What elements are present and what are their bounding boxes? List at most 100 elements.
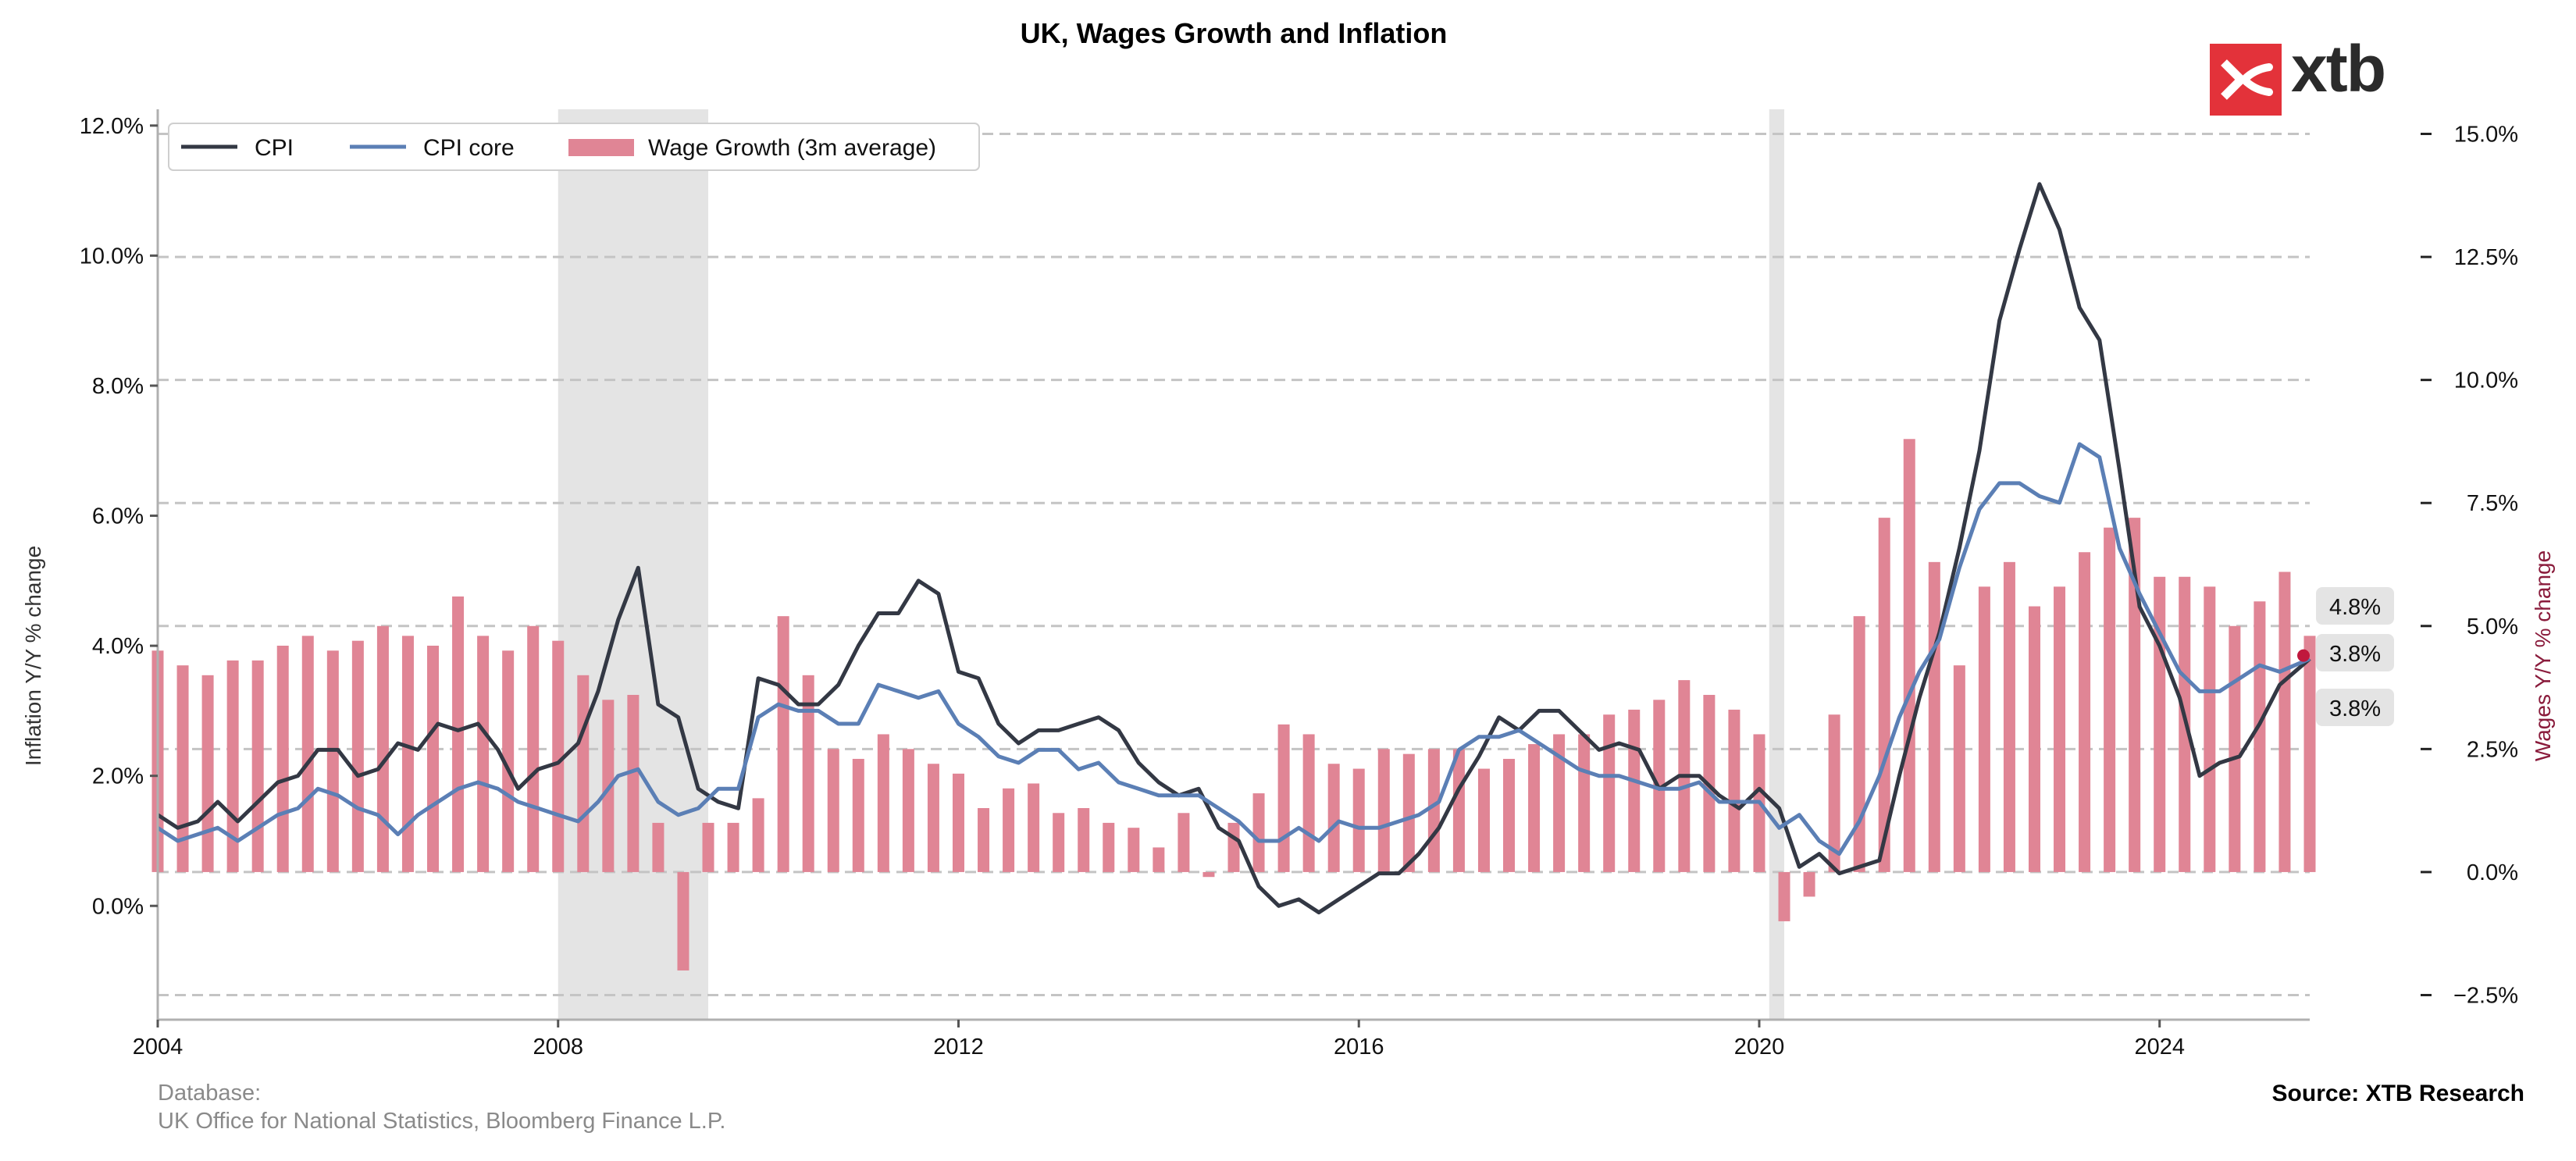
y2-tick-label: 2.5% bbox=[2467, 737, 2518, 762]
wage-bar bbox=[827, 749, 839, 872]
wage-bar bbox=[2104, 527, 2116, 872]
gridlines bbox=[158, 133, 2310, 996]
wage-bar bbox=[1377, 749, 1390, 872]
wage-bar bbox=[777, 616, 789, 872]
wage-bars bbox=[151, 439, 2316, 970]
recession-band bbox=[1769, 109, 1785, 1020]
legend-label: CPI bbox=[255, 135, 294, 161]
wage-bar bbox=[201, 675, 214, 872]
wage-bar bbox=[1928, 561, 1940, 872]
wage-bar bbox=[1427, 749, 1440, 872]
wage-bar bbox=[1778, 871, 1790, 921]
x-icon bbox=[2221, 59, 2273, 100]
y2-tick-label: 10.0% bbox=[2454, 369, 2518, 394]
end-label-wage-box bbox=[2316, 587, 2394, 625]
wage-bar bbox=[276, 645, 289, 872]
end-labels: 4.8% 3.8% 3.8% bbox=[2316, 587, 2394, 726]
wage-bar bbox=[902, 749, 914, 872]
database-label: Database: bbox=[158, 1081, 262, 1106]
database-sources: UK Office for National Statistics, Bloom… bbox=[158, 1109, 726, 1134]
wage-bar bbox=[952, 773, 964, 872]
wage-bar bbox=[2054, 586, 2066, 872]
recession-shading bbox=[558, 109, 1785, 1020]
axes: 0.0% 2.0% 4.0% 6.0% 8.0% 10.0% 12.0% 2004 2008 20… bbox=[80, 109, 2518, 1060]
legend-label: Wage Growth (3m average) bbox=[648, 135, 936, 161]
wage-bar bbox=[1028, 783, 1040, 872]
y2-tick-label: 15.0% bbox=[2454, 123, 2518, 148]
wage-bar bbox=[1202, 871, 1215, 878]
wage-bar bbox=[1903, 439, 1915, 872]
legend-label: CPI core bbox=[423, 135, 515, 161]
x-tick-label: 2004 bbox=[133, 1035, 183, 1060]
wage-bar bbox=[527, 625, 540, 872]
source-credit: Source: XTB Research bbox=[2271, 1081, 2524, 1106]
x-tick-label: 2024 bbox=[2134, 1035, 2185, 1060]
wage-bar bbox=[2229, 625, 2241, 872]
wage-bar bbox=[702, 822, 714, 872]
wage-bar bbox=[652, 822, 664, 872]
y-tick-label: 6.0% bbox=[92, 504, 144, 529]
wage-bar bbox=[752, 798, 764, 872]
wage-bar bbox=[502, 650, 515, 872]
y2-tick-label: −2.5% bbox=[2453, 983, 2518, 1008]
wage-bar bbox=[1178, 813, 1190, 872]
wage-bar bbox=[301, 636, 314, 872]
y-tick-label: 0.0% bbox=[92, 894, 144, 919]
wage-bar bbox=[1227, 822, 1240, 872]
wage-bar bbox=[1603, 714, 1616, 872]
y-tick-label: 4.0% bbox=[92, 634, 144, 659]
y2-tick-label: 7.5% bbox=[2467, 491, 2518, 516]
wage-bar bbox=[2254, 601, 2266, 872]
wage-bar bbox=[802, 675, 814, 872]
wage-bar bbox=[852, 758, 864, 872]
wage-bar bbox=[2204, 586, 2216, 872]
wage-bar bbox=[2079, 552, 2091, 872]
wage-bar bbox=[1252, 793, 1265, 872]
wage-bar bbox=[251, 660, 264, 872]
wage-bar bbox=[978, 807, 990, 872]
chart-title: UK, Wages Growth and Inflation bbox=[1021, 17, 1448, 49]
wage-bar bbox=[427, 645, 440, 872]
wage-bar bbox=[1503, 758, 1516, 872]
wage-bar bbox=[2028, 606, 2040, 872]
xtb-logo-mark bbox=[2210, 44, 2282, 116]
wage-bar bbox=[1477, 768, 1490, 872]
wage-bar bbox=[477, 636, 490, 872]
y2-tick-label: 12.5% bbox=[2454, 245, 2518, 270]
wage-bar bbox=[1452, 749, 1465, 872]
wage-bar bbox=[1352, 768, 1365, 872]
wage-bar bbox=[376, 625, 389, 872]
wage-bar bbox=[1528, 744, 1541, 872]
end-label-cpi-core: 3.8% bbox=[2329, 696, 2381, 721]
wage-bar bbox=[2129, 518, 2141, 872]
y2-axis-label: Wages Y/Y % change bbox=[2531, 550, 2555, 761]
wage-bar bbox=[1553, 734, 1566, 872]
wage-bar bbox=[1327, 764, 1340, 872]
wage-bar bbox=[351, 640, 364, 872]
y-tick-label: 2.0% bbox=[92, 764, 144, 789]
wage-bar bbox=[627, 695, 640, 872]
y2-tick-label: 5.0% bbox=[2467, 614, 2518, 639]
y-axis-label: Inflation Y/Y % change bbox=[21, 546, 45, 766]
legend: CPI CPI core Wage Growth (3m average) bbox=[168, 123, 980, 171]
end-label-wage: 4.8% bbox=[2329, 595, 2381, 620]
wage-bar bbox=[1953, 665, 1965, 872]
wage-bar bbox=[1628, 709, 1641, 872]
end-label-cpi-core-box bbox=[2316, 689, 2394, 726]
end-label-cpi: 3.8% bbox=[2329, 642, 2381, 667]
wage-bar bbox=[1003, 788, 1015, 872]
legend-swatch-wage bbox=[568, 139, 634, 156]
wage-bar bbox=[1128, 828, 1140, 872]
wage-bar bbox=[326, 650, 339, 872]
wage-bar bbox=[1578, 734, 1591, 872]
wage-bar bbox=[1277, 724, 1290, 872]
wage-bar bbox=[577, 675, 590, 872]
wage-bar bbox=[1078, 807, 1090, 872]
wage-bar bbox=[727, 822, 739, 872]
wage-bar bbox=[1828, 714, 1840, 872]
wage-bar bbox=[2003, 561, 2015, 872]
wage-bar bbox=[1878, 518, 1890, 872]
wage-bar bbox=[1103, 822, 1115, 872]
inflation-lines bbox=[156, 182, 2311, 915]
